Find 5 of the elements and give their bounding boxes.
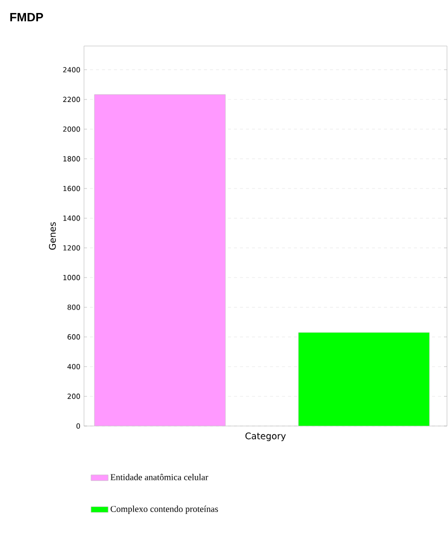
chart-title: FMDP [10, 13, 44, 22]
legend-label: Entidade anatômica celular [110, 474, 208, 480]
x-axis-title: Category [245, 432, 286, 442]
y-axis-title: Genes [48, 222, 56, 250]
legend-label: Complexo contendo proteínas [110, 506, 218, 514]
